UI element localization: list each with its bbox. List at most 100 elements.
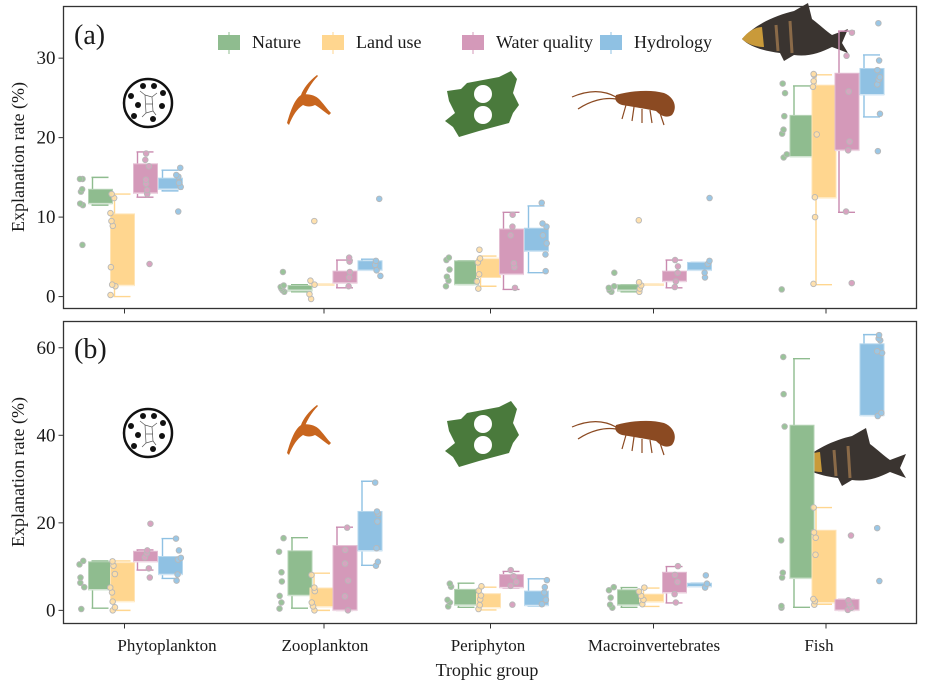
panel-b-icons bbox=[122, 401, 906, 486]
panel-a-y-tick-label: 30 bbox=[37, 48, 56, 69]
fish-icon bbox=[742, 3, 848, 61]
phytoplankton-chloroplast bbox=[159, 433, 165, 439]
data-point bbox=[107, 263, 115, 271]
data-point bbox=[538, 199, 545, 207]
data-point bbox=[876, 110, 884, 118]
data-point bbox=[507, 566, 514, 574]
data-point bbox=[671, 283, 679, 291]
data-point bbox=[372, 257, 380, 265]
data-point bbox=[539, 220, 546, 227]
data-point bbox=[878, 409, 885, 417]
panel-b-box-hydrology-fish bbox=[859, 331, 886, 585]
data-point bbox=[844, 147, 852, 154]
data-point bbox=[341, 546, 349, 554]
data-point bbox=[307, 277, 314, 284]
data-point bbox=[507, 232, 514, 239]
data-point bbox=[345, 254, 353, 261]
data-point bbox=[706, 257, 713, 265]
legend-item-hydrology: Hydrology bbox=[600, 32, 712, 54]
box-iqr bbox=[332, 270, 358, 284]
legend-label: Land use bbox=[356, 32, 421, 52]
data-point bbox=[476, 601, 483, 609]
phytoplankton-skeleton bbox=[139, 90, 158, 118]
phytoplankton-chloroplast bbox=[135, 432, 141, 438]
panel-b-box-land-use-phytoplankton bbox=[106, 558, 135, 614]
data-point bbox=[605, 586, 613, 594]
data-point bbox=[641, 584, 648, 591]
panel-a-y-tick-label: 10 bbox=[37, 207, 56, 228]
data-point bbox=[308, 571, 315, 579]
data-point bbox=[706, 194, 713, 202]
data-point bbox=[172, 535, 180, 542]
phytoplankton-chloroplast bbox=[151, 413, 157, 419]
data-point bbox=[345, 274, 353, 281]
x-axis-title: Trophic group bbox=[436, 660, 539, 680]
data-point bbox=[701, 269, 708, 276]
panel-b-y-axis: 0 20 40 60 bbox=[37, 338, 64, 621]
phytoplankton-cell-wall bbox=[122, 407, 174, 459]
copepod-body bbox=[287, 405, 331, 455]
x-label-macroinvertebrates: Macroinvertebrates bbox=[588, 636, 720, 655]
amphipod-body bbox=[615, 90, 675, 117]
data-point bbox=[541, 583, 549, 591]
panel-b-box-nature-macroinvertebrates bbox=[605, 583, 642, 611]
copepod-body bbox=[287, 75, 331, 125]
data-point bbox=[445, 254, 453, 261]
panel-a-y-tick-label: 20 bbox=[37, 128, 56, 149]
legend-label: Water quality bbox=[496, 32, 593, 52]
panel-b: (b) 0 20 40 60 bbox=[37, 320, 918, 629]
panel-b-boxes bbox=[76, 331, 886, 614]
data-point bbox=[511, 284, 519, 292]
phytoplankton-skeleton bbox=[139, 420, 158, 448]
data-point bbox=[674, 562, 682, 570]
data-point bbox=[142, 150, 150, 157]
data-point bbox=[373, 544, 380, 552]
data-point bbox=[341, 593, 349, 600]
data-point bbox=[175, 547, 183, 554]
data-point bbox=[174, 208, 182, 215]
phytoplankton-chloroplast bbox=[128, 93, 134, 99]
data-point bbox=[810, 77, 817, 85]
data-point bbox=[279, 268, 287, 276]
data-point bbox=[780, 390, 787, 398]
phytoplankton-icon bbox=[122, 77, 174, 129]
data-point bbox=[809, 83, 817, 91]
data-point bbox=[374, 558, 382, 566]
data-point bbox=[146, 260, 153, 268]
data-point bbox=[109, 598, 116, 605]
data-point bbox=[311, 217, 318, 225]
panel-a-x-ticks bbox=[124, 308, 827, 314]
data-point bbox=[341, 560, 349, 567]
phytoplankton-icon bbox=[122, 407, 174, 459]
data-point bbox=[306, 290, 313, 298]
amphipod-body bbox=[615, 420, 675, 447]
data-point bbox=[702, 572, 710, 579]
legend-swatch bbox=[462, 35, 484, 50]
desmid-body bbox=[445, 401, 519, 467]
data-point bbox=[107, 209, 114, 217]
panel-b-box-land-use-zooplankton bbox=[308, 571, 335, 614]
data-point bbox=[813, 131, 820, 138]
fish-icon bbox=[800, 428, 906, 486]
data-point bbox=[810, 70, 817, 78]
data-point bbox=[343, 524, 351, 531]
phytoplankton-chloroplast bbox=[131, 113, 137, 119]
panel-b-label: (b) bbox=[74, 334, 107, 365]
data-point bbox=[873, 348, 881, 355]
macroinvertebrate-icon bbox=[571, 90, 675, 126]
data-point bbox=[173, 577, 180, 584]
data-point bbox=[542, 267, 549, 275]
panel-a-box-nature-phytoplankton bbox=[76, 175, 113, 249]
data-point bbox=[539, 232, 547, 239]
data-point bbox=[843, 52, 850, 60]
x-label-zooplankton: Zooplankton bbox=[282, 636, 369, 655]
panel-a-box-hydrology-phytoplankton bbox=[158, 164, 184, 215]
data-point bbox=[79, 241, 86, 249]
panel-a-box-land-use-periphyton bbox=[473, 246, 501, 292]
data-point bbox=[846, 138, 853, 145]
data-point bbox=[144, 547, 151, 554]
data-point bbox=[143, 186, 151, 194]
data-point bbox=[476, 246, 483, 253]
data-point bbox=[142, 176, 150, 184]
box-iqr bbox=[454, 588, 479, 606]
